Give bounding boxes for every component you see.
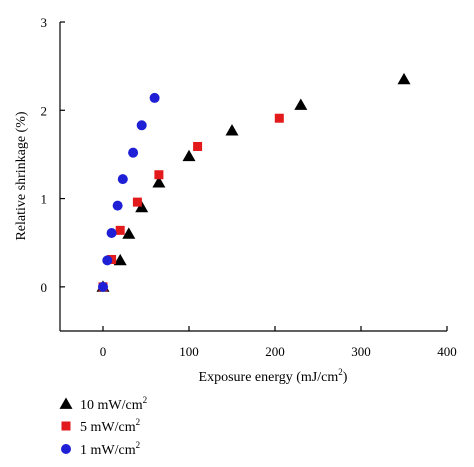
triangle-point <box>225 124 239 136</box>
x-tick-label: 0 <box>100 344 107 359</box>
axis-ticks: 0 100 200 300 400 0 1 2 3 <box>41 15 457 359</box>
y-tick-label: 2 <box>41 103 48 118</box>
x-axis-title: Exposure energy (mJ/cm2) <box>199 367 348 385</box>
circle-point <box>128 147 139 158</box>
legend-label-sup: 2 <box>136 440 141 450</box>
triangle-point <box>122 227 136 239</box>
square-point <box>274 113 284 123</box>
circle-point <box>98 281 108 292</box>
legend-circle-marker <box>61 444 71 454</box>
square-point <box>115 225 125 235</box>
square-point <box>132 197 142 207</box>
legend-label: 10 mW/cm2 <box>80 395 147 413</box>
circle-point <box>136 120 147 131</box>
x-tick-label: 200 <box>265 344 285 359</box>
circle-point <box>117 174 128 185</box>
square-point <box>193 141 203 151</box>
legend-label: 1 mW/cm2 <box>80 440 140 458</box>
legend-triangle-marker <box>59 397 73 409</box>
triangle-point <box>152 176 166 188</box>
legend-label-sup: 2 <box>136 417 141 427</box>
triangle-point <box>182 149 196 162</box>
legend-label-main: 10 mW/cm <box>80 398 143 413</box>
y-tick-label: 1 <box>41 192 48 207</box>
data-points <box>96 72 411 292</box>
circle-point <box>149 92 160 103</box>
x-tick-label: 100 <box>179 344 199 359</box>
legend-square-marker <box>61 421 71 431</box>
legend-label-sup: 2 <box>143 395 148 405</box>
circle-point <box>106 228 117 239</box>
y-axis-title: Relative shrinkage (%) <box>14 111 29 240</box>
triangle-point <box>113 253 127 266</box>
circle-point <box>112 200 123 211</box>
legend-label-main: 5 mW/cm <box>80 420 136 435</box>
legend-label-main: 1 mW/cm <box>80 443 136 458</box>
y-tick-label: 0 <box>41 280 48 295</box>
triangle-point <box>397 72 411 85</box>
square-point <box>154 170 164 180</box>
x-tick-label: 400 <box>437 344 457 359</box>
x-axis-title-sup: 2 <box>338 367 343 377</box>
x-tick-label: 300 <box>351 344 371 359</box>
triangle-point <box>294 98 308 110</box>
y-tick-label: 3 <box>41 15 48 30</box>
x-axis-title-main: Exposure energy (mJ/cm <box>199 370 339 385</box>
legend-label: 5 mW/cm2 <box>80 417 140 435</box>
x-axis-title-end: ) <box>343 370 348 385</box>
circle-point <box>102 255 113 266</box>
axes <box>59 22 447 332</box>
